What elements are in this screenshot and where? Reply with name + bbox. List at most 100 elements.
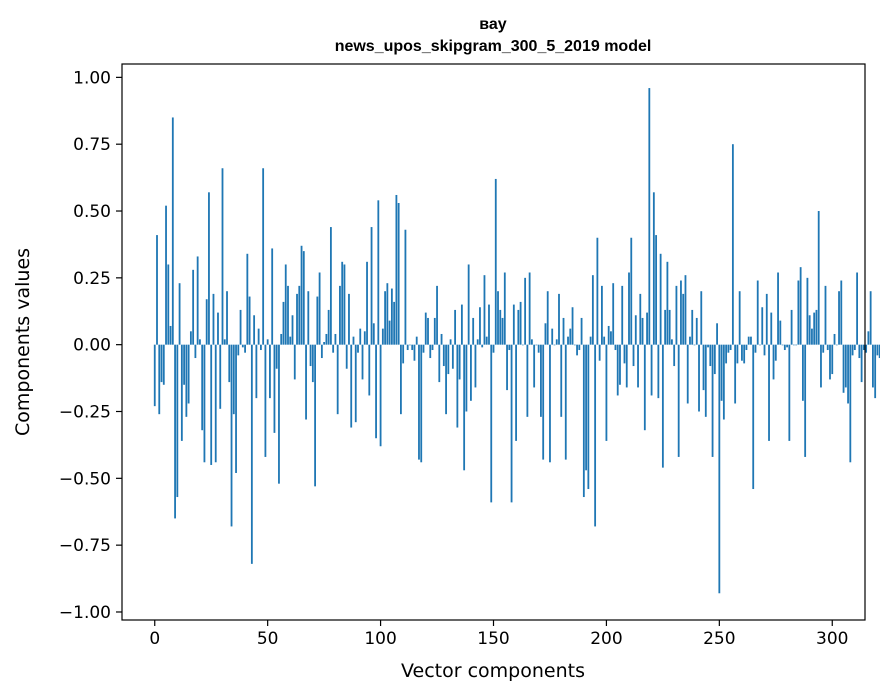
bar-299 — [829, 344, 831, 380]
bar-287 — [801, 344, 804, 401]
bar-95 — [368, 344, 371, 396]
bar-131 — [449, 339, 452, 345]
bar-263 — [747, 336, 750, 345]
bar-26 — [212, 293, 215, 345]
y-tick-label: 0.25 — [73, 269, 111, 289]
bar-68 — [307, 291, 310, 345]
bar-148 — [488, 304, 490, 345]
bar-50 — [266, 339, 269, 345]
x-axis-ticks: 0 50 100 150 200 250 300 — [149, 620, 848, 649]
bars-group — [153, 88, 880, 594]
bar-189 — [580, 317, 583, 345]
bar-35 — [232, 344, 235, 415]
bar-91 — [359, 328, 362, 345]
chart-title-line-1: вау — [479, 16, 507, 33]
bar-158 — [510, 344, 513, 503]
bar-248 — [713, 344, 716, 375]
bar-256 — [731, 144, 734, 345]
bar-206 — [619, 344, 621, 385]
bar-16 — [189, 331, 192, 345]
bar-286 — [799, 267, 802, 345]
bar-7 — [169, 325, 172, 345]
bar-14 — [185, 344, 188, 417]
bar-88 — [352, 336, 355, 345]
bar-132 — [451, 344, 454, 369]
bar-197 — [598, 344, 601, 361]
bar-116 — [415, 336, 418, 345]
bar-24 — [208, 192, 210, 345]
bar-71 — [314, 344, 316, 487]
bar-121 — [427, 317, 429, 345]
bar-200 — [605, 344, 608, 441]
bar-309 — [851, 344, 854, 356]
bar-152 — [497, 291, 499, 345]
bar-32 — [226, 291, 228, 345]
bar-48 — [262, 168, 265, 345]
bar-6 — [167, 264, 170, 345]
bar-203 — [612, 283, 615, 345]
bar-168 — [533, 344, 536, 388]
bar-207 — [621, 285, 624, 345]
bar-85 — [345, 344, 348, 369]
bar-283 — [792, 344, 795, 346]
bar-266 — [754, 344, 757, 353]
bar-273 — [770, 312, 773, 345]
x-tick-label: 150 — [477, 629, 509, 649]
bar-118 — [420, 344, 423, 463]
bar-52 — [271, 248, 274, 345]
bar-318 — [872, 344, 874, 388]
bar-171 — [540, 344, 542, 417]
x-tick-label: 200 — [590, 629, 622, 649]
bar-246 — [709, 344, 712, 367]
bar-191 — [585, 344, 587, 471]
bar-221 — [652, 192, 655, 345]
bar-5 — [165, 205, 167, 345]
bar-75 — [323, 342, 326, 345]
bar-261 — [743, 344, 746, 364]
bar-195 — [594, 344, 597, 527]
bar-228 — [668, 309, 671, 345]
bar-15 — [187, 344, 190, 404]
bar-315 — [865, 344, 868, 353]
bar-73 — [318, 272, 321, 345]
bar-136 — [460, 304, 463, 345]
bar-11 — [178, 283, 181, 345]
bar-1 — [156, 235, 158, 345]
bar-103 — [386, 283, 389, 345]
bar-319 — [874, 344, 877, 399]
bar-187 — [576, 344, 578, 356]
bar-254 — [727, 344, 730, 353]
bar-69 — [309, 344, 312, 367]
bar-214 — [637, 344, 639, 388]
bar-34 — [230, 344, 233, 527]
bar-190 — [582, 344, 585, 498]
bar-100 — [379, 344, 382, 447]
bar-232 — [677, 344, 680, 457]
bar-277 — [779, 320, 782, 345]
bar-185 — [571, 307, 574, 345]
bar-253 — [725, 344, 728, 364]
bar-272 — [768, 344, 770, 441]
bar-289 — [806, 277, 809, 345]
bar-297 — [824, 285, 827, 345]
bar-113 — [409, 344, 411, 346]
bar-217 — [643, 344, 646, 431]
bar-298 — [826, 344, 829, 351]
bar-138 — [465, 344, 468, 412]
bar-45 — [255, 344, 258, 399]
bar-155 — [503, 272, 506, 345]
bar-13 — [183, 344, 186, 385]
bar-288 — [804, 344, 807, 457]
bar-301 — [833, 333, 836, 345]
bar-129 — [445, 344, 447, 415]
bar-252 — [722, 344, 725, 420]
bar-267 — [756, 280, 759, 345]
bar-30 — [221, 168, 224, 345]
bar-4 — [162, 344, 165, 385]
bar-102 — [384, 291, 387, 345]
bar-134 — [456, 344, 459, 428]
bar-223 — [657, 344, 660, 399]
bar-222 — [655, 235, 658, 345]
bar-235 — [684, 275, 687, 345]
